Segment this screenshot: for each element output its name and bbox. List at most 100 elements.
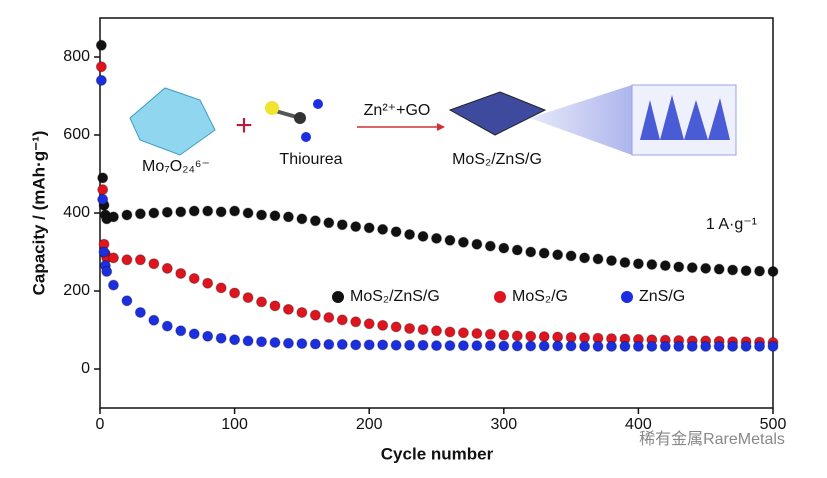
data-point bbox=[498, 340, 510, 352]
data-point bbox=[538, 340, 550, 352]
data-point bbox=[740, 265, 752, 277]
schematic-label: Mo₇O₂₄⁶⁻ bbox=[142, 158, 210, 175]
y-tick-label: 0 bbox=[81, 360, 90, 377]
data-point bbox=[659, 260, 671, 272]
data-point bbox=[659, 340, 671, 352]
data-point bbox=[471, 340, 483, 352]
data-point bbox=[431, 232, 442, 244]
data-point bbox=[700, 262, 712, 274]
data-point bbox=[377, 339, 389, 351]
data-point bbox=[404, 339, 416, 351]
legend-label: ZnS/G bbox=[639, 288, 685, 305]
data-point bbox=[107, 252, 119, 264]
zoom-cone bbox=[530, 85, 632, 155]
data-point bbox=[363, 222, 375, 234]
data-point bbox=[97, 193, 109, 205]
data-point bbox=[215, 282, 227, 294]
atom bbox=[313, 99, 323, 109]
data-point bbox=[565, 250, 577, 262]
data-point bbox=[282, 337, 294, 349]
data-point bbox=[269, 336, 281, 348]
data-point bbox=[754, 265, 766, 277]
data-point bbox=[188, 328, 200, 340]
data-point bbox=[377, 319, 389, 331]
data-point bbox=[444, 326, 456, 338]
data-point bbox=[121, 209, 133, 221]
data-point bbox=[161, 262, 173, 274]
data-point bbox=[296, 306, 308, 318]
data-point bbox=[269, 210, 281, 222]
data-point bbox=[336, 338, 348, 350]
data-point bbox=[97, 172, 109, 184]
data-point bbox=[525, 330, 537, 342]
data-point bbox=[95, 39, 107, 51]
data-point bbox=[175, 206, 187, 218]
composite-icon bbox=[448, 91, 547, 136]
data-point bbox=[417, 230, 429, 242]
data-point bbox=[148, 207, 160, 219]
x-axis-label: Cycle number bbox=[381, 444, 494, 463]
data-point bbox=[148, 314, 160, 326]
data-point bbox=[134, 306, 146, 318]
data-point bbox=[511, 340, 523, 352]
data-point bbox=[457, 236, 469, 248]
x-tick-label: 100 bbox=[221, 416, 248, 433]
data-point bbox=[552, 340, 564, 352]
data-point bbox=[498, 329, 510, 341]
data-point bbox=[619, 257, 631, 269]
data-point bbox=[673, 261, 685, 273]
data-point bbox=[552, 249, 564, 261]
data-point bbox=[188, 273, 200, 285]
data-point bbox=[296, 213, 308, 225]
data-point bbox=[215, 206, 227, 218]
data-point bbox=[417, 324, 429, 336]
data-point bbox=[754, 340, 766, 352]
data-point bbox=[619, 340, 631, 352]
data-point bbox=[632, 258, 644, 270]
data-point bbox=[592, 340, 604, 352]
data-point bbox=[215, 332, 227, 344]
x-tick-label: 500 bbox=[760, 416, 787, 433]
data-point bbox=[363, 318, 375, 330]
atom bbox=[294, 112, 306, 124]
data-point bbox=[363, 339, 375, 351]
data-point bbox=[350, 316, 362, 328]
data-point bbox=[390, 321, 402, 333]
data-point bbox=[95, 61, 107, 73]
data-point bbox=[431, 325, 442, 337]
data-point bbox=[336, 314, 348, 326]
data-point bbox=[646, 340, 658, 352]
data-point bbox=[457, 327, 469, 339]
data-point bbox=[538, 247, 550, 259]
atom bbox=[301, 132, 311, 142]
x-tick-label: 200 bbox=[356, 416, 383, 433]
data-point bbox=[404, 322, 416, 334]
data-point bbox=[713, 263, 725, 275]
data-point bbox=[390, 226, 402, 238]
data-point bbox=[256, 209, 268, 221]
data-point bbox=[727, 340, 739, 352]
data-point bbox=[713, 340, 725, 352]
data-point bbox=[336, 219, 348, 231]
data-point bbox=[484, 328, 496, 340]
y-tick-label: 400 bbox=[63, 204, 90, 221]
data-point bbox=[202, 330, 214, 342]
data-point bbox=[767, 340, 779, 352]
data-point bbox=[148, 258, 160, 270]
data-point bbox=[175, 325, 187, 337]
data-point bbox=[605, 255, 617, 267]
data-point bbox=[377, 223, 389, 235]
data-point bbox=[646, 258, 658, 270]
arrowhead bbox=[437, 123, 445, 131]
data-point bbox=[121, 254, 133, 266]
data-point bbox=[282, 211, 294, 223]
data-point bbox=[700, 340, 712, 352]
data-point bbox=[161, 320, 173, 332]
data-point bbox=[565, 340, 577, 352]
data-point bbox=[95, 74, 107, 86]
x-tick-label: 0 bbox=[96, 416, 105, 433]
data-point bbox=[323, 338, 335, 350]
data-point bbox=[525, 246, 537, 258]
y-tick-label: 200 bbox=[63, 282, 90, 299]
data-point bbox=[98, 246, 110, 258]
